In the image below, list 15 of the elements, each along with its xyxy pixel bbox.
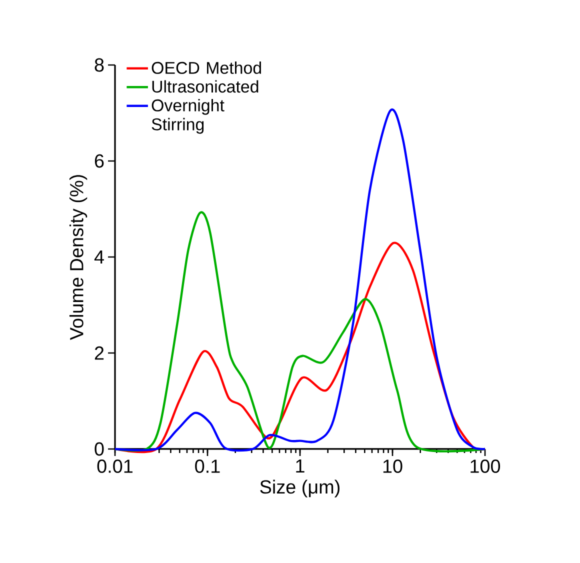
x-tick-label: 1 (296, 460, 304, 473)
y-axis-title: Volume Density (%) (69, 175, 88, 340)
legend-label: Ultrasonicated (152, 80, 258, 93)
x-tick-label: 100 (470, 460, 500, 473)
x-axis-title: Size (μm) (260, 480, 340, 498)
x-tick-label: 0.01 (97, 460, 132, 473)
x-tick-label: 0.1 (195, 460, 220, 473)
legend-label: OECD Method (152, 62, 261, 74)
y-tick-label: 0 (94, 442, 104, 456)
legend-label: Overnight Stirring (152, 98, 224, 134)
x-tick-label: 10 (383, 460, 402, 473)
y-tick-label: 2 (94, 346, 104, 360)
y-tick-label: 8 (94, 58, 104, 72)
y-tick-label: 6 (94, 154, 104, 168)
y-tick-label: 4 (94, 250, 104, 264)
